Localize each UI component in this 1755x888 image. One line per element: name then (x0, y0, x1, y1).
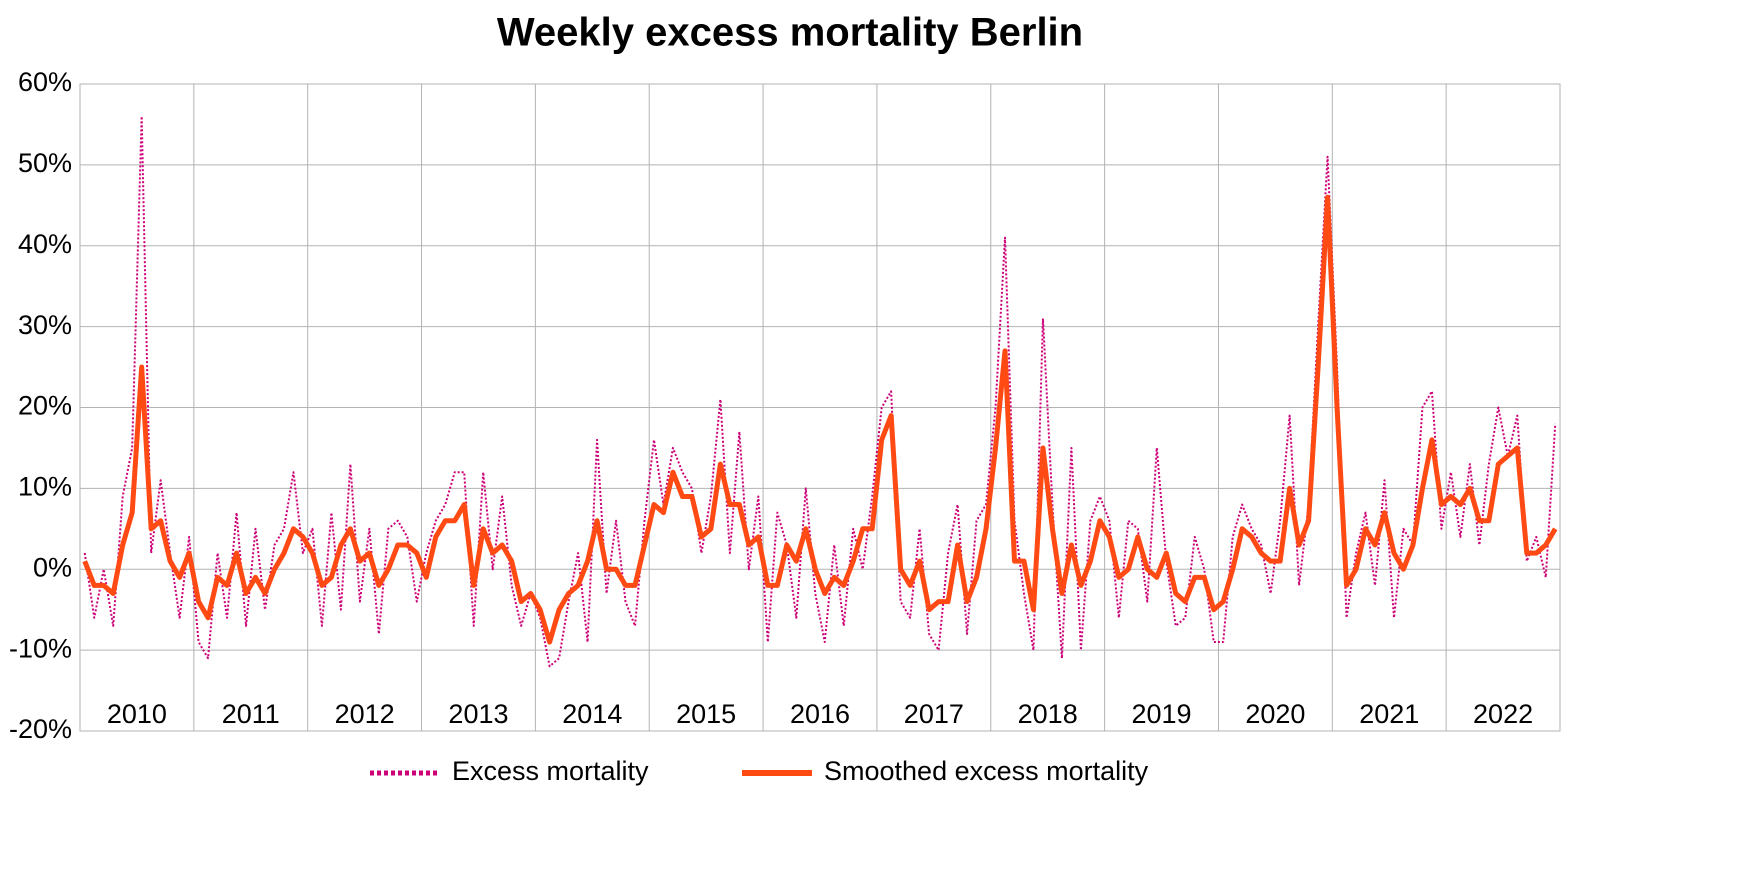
x-tick-label: 2018 (1018, 699, 1078, 729)
x-tick-label: 2020 (1245, 699, 1305, 729)
x-tick-label: 2017 (904, 699, 964, 729)
y-tick-label: 60% (18, 67, 72, 97)
excess-line (83, 115, 1557, 668)
x-tick-label: 2016 (790, 699, 850, 729)
x-tick-label: 2021 (1359, 699, 1419, 729)
y-tick-label: 30% (18, 310, 72, 340)
x-tick-label: 2022 (1473, 699, 1533, 729)
smoothed-line (82, 194, 1558, 645)
x-tick-label: 2010 (107, 699, 167, 729)
chart-title: Weekly excess mortality Berlin (497, 11, 1083, 55)
y-tick-label: -10% (9, 633, 72, 663)
y-tick-label: 40% (18, 229, 72, 259)
x-tick-label: 2014 (562, 699, 622, 729)
x-tick-label: 2012 (335, 699, 395, 729)
y-tick-label: 50% (18, 148, 72, 178)
legend-label: Smoothed excess mortality (824, 756, 1149, 786)
y-tick-label: 10% (18, 472, 72, 502)
y-tick-label: 20% (18, 391, 72, 421)
legend-label: Excess mortality (452, 756, 649, 786)
x-tick-label: 2011 (222, 699, 280, 729)
y-tick-label: 0% (33, 552, 72, 582)
x-tick-label: 2013 (448, 699, 508, 729)
x-tick-label: 2015 (676, 699, 736, 729)
x-tick-label: 2019 (1131, 699, 1191, 729)
y-tick-label: -20% (9, 714, 72, 744)
